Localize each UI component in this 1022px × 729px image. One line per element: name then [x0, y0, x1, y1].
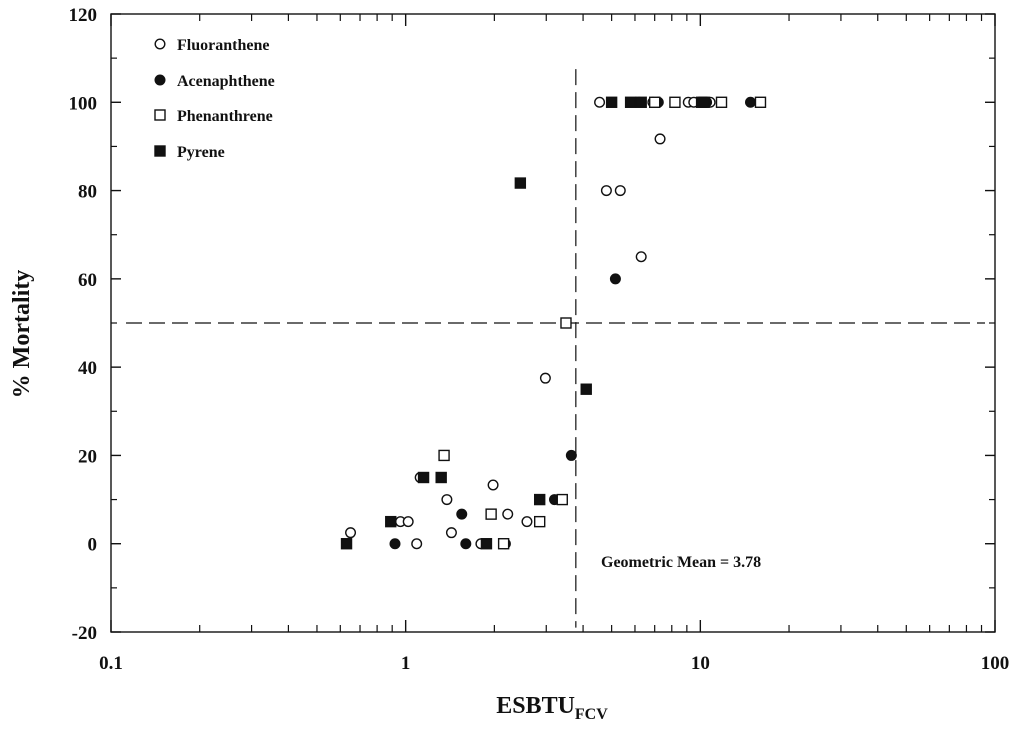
y-tick-label: -20: [72, 623, 97, 644]
data-point-fluoranthene: [487, 479, 499, 491]
legend-label-phenanthrene: Phenanthrene: [177, 108, 273, 125]
data-point-fluoranthene: [654, 133, 666, 145]
y-tick-label: 120: [69, 5, 98, 26]
data-point-phenanthrene: [497, 538, 510, 550]
legend-marker-filled-square: [154, 145, 166, 157]
data-point-phenanthrene: [560, 317, 572, 329]
data-point-phenanthrene: [669, 96, 681, 108]
data-point-fluoranthene: [614, 185, 626, 197]
data-point-acenaphthene: [456, 508, 468, 520]
data-point-pyrene: [580, 383, 592, 395]
y-tick-label: 60: [78, 270, 97, 291]
legend-item-acenaphthene: Acenaphthene: [154, 73, 275, 90]
legend-label-acenaphthene: Acenaphthene: [177, 73, 275, 90]
data-point-pyrene: [435, 471, 447, 484]
legend-item-phenanthrene: Phenanthrene: [154, 108, 273, 125]
data-point-fluoranthene: [445, 527, 457, 539]
x-tick-label: 1: [401, 653, 411, 674]
data-point-pyrene: [417, 471, 430, 484]
data-point-acenaphthene: [460, 538, 472, 550]
data-point-pyrene: [514, 177, 527, 189]
data-point-phenanthrene: [648, 96, 661, 108]
data-point-phenanthrene: [556, 493, 568, 506]
legend-item-fluoranthene: Fluoranthene: [154, 37, 269, 54]
legend: Fluoranthene Acenaphthene Phenanthrene P…: [154, 37, 275, 161]
data-point-pyrene: [340, 538, 353, 550]
plot-area: -20 0 20 40 60 80 100 120 0.1 1 10 100: [69, 5, 1010, 674]
data-point-pyrene: [698, 96, 710, 108]
x-tick-label: 0.1: [99, 653, 123, 674]
data-point-fluoranthene: [594, 96, 606, 108]
data-point-phenanthrene: [438, 449, 450, 462]
y-tick-label: 100: [69, 93, 98, 114]
data-point-phenanthrene: [485, 508, 497, 520]
x-tick-label: 100: [981, 653, 1010, 674]
x-axis-label: ESBTUFCV: [496, 693, 608, 723]
data-point-acenaphthene: [565, 449, 577, 461]
data-point-phenanthrene: [533, 515, 546, 528]
data-point-acenaphthene: [609, 273, 621, 285]
data-point-pyrene: [385, 515, 397, 528]
data-point-fluoranthene: [600, 185, 612, 197]
y-tick-label: 20: [78, 446, 97, 467]
data-point-pyrene: [605, 96, 618, 108]
data-point-acenaphthene: [389, 538, 401, 550]
data-point-fluoranthene: [539, 372, 551, 384]
y-tick-label: 0: [88, 535, 98, 556]
data-point-phenanthrene: [715, 96, 728, 108]
x-axis-label-main: ESBTU: [496, 693, 575, 719]
data-point-fluoranthene: [402, 516, 414, 528]
x-tick-label: 10: [691, 653, 710, 674]
legend-item-pyrene: Pyrene: [154, 144, 225, 161]
y-tick-label: 80: [78, 182, 97, 203]
data-point-fluoranthene: [521, 516, 533, 528]
data-point-fluoranthene: [411, 538, 423, 550]
y-tick-label: 40: [78, 358, 97, 379]
data-point-pyrene: [533, 493, 546, 506]
legend-label-pyrene: Pyrene: [177, 144, 225, 161]
data-point-fluoranthene: [502, 508, 514, 520]
data-point-pyrene: [624, 96, 637, 108]
y-axis-label: % Mortality: [9, 270, 35, 399]
data-point-pyrene: [635, 96, 647, 108]
legend-label-fluoranthene: Fluoranthene: [177, 37, 269, 54]
x-axis-label-subscript: FCV: [575, 706, 608, 723]
legend-marker-open-circle: [154, 38, 166, 50]
data-point-fluoranthene: [635, 251, 647, 263]
legend-marker-filled-circle: [154, 74, 166, 86]
data-point-pyrene: [480, 538, 493, 550]
data-point-acenaphthene: [745, 96, 757, 108]
legend-marker-open-square: [154, 109, 166, 121]
data-point-phenanthrene: [754, 96, 767, 108]
data-point-fluoranthene: [345, 527, 357, 539]
data-point-fluoranthene: [441, 494, 453, 506]
geometric-mean-annotation: Geometric Mean = 3.78: [601, 554, 761, 571]
